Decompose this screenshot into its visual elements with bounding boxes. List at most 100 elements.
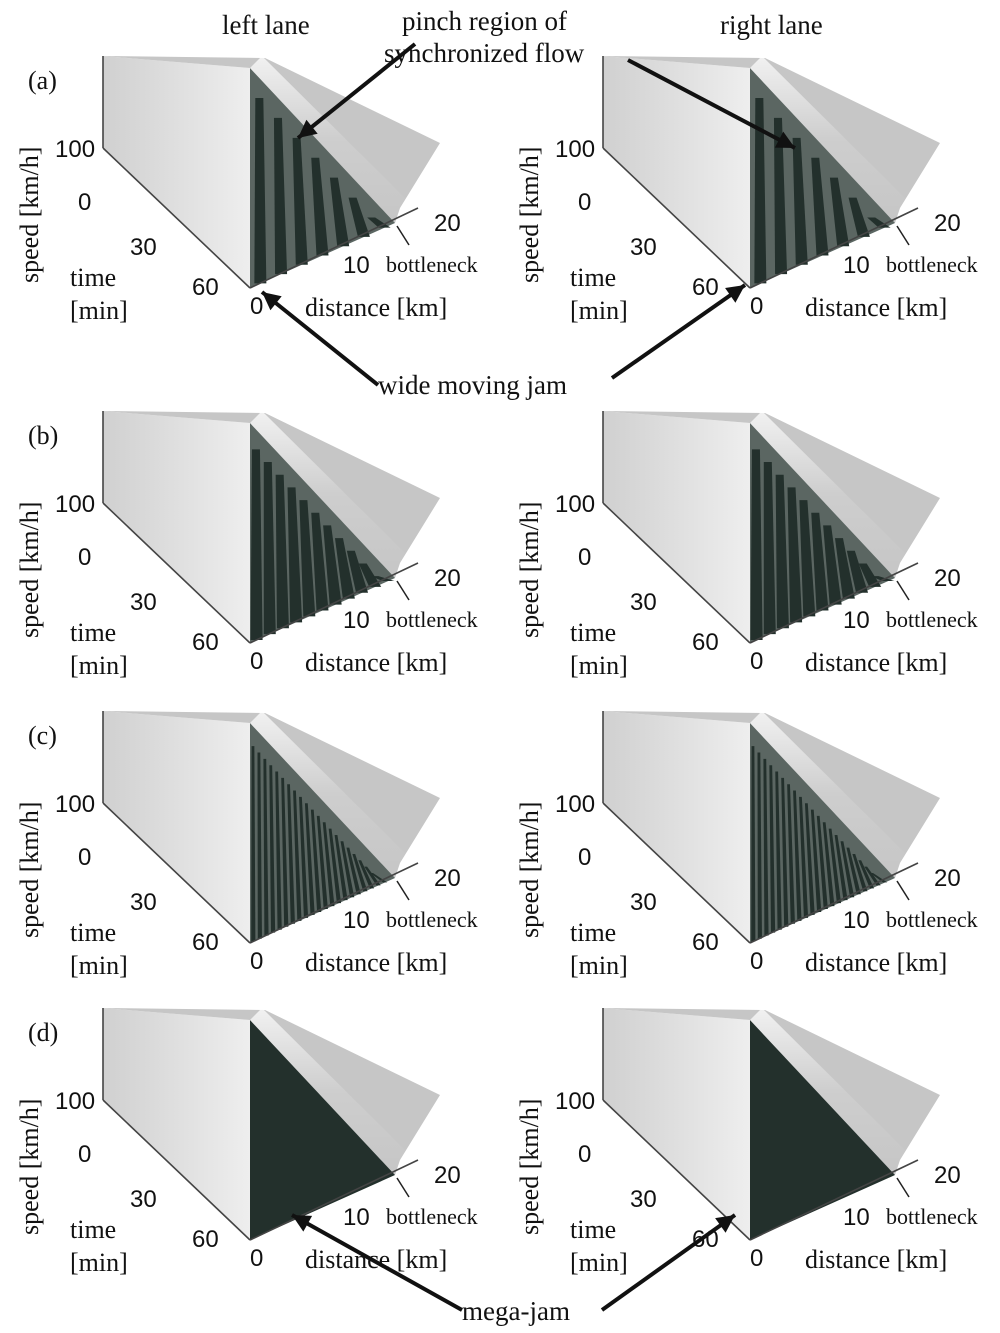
jam-stripe: [263, 758, 269, 936]
jam-stripe: [367, 217, 391, 228]
bottleneck-label: bottleneck: [886, 252, 978, 277]
surface-plot-2-left: [102, 411, 440, 644]
jam-stripe: [792, 137, 808, 265]
jam-stripe: [358, 860, 375, 889]
jam-stripe: [769, 765, 776, 933]
time-tick-0: 0: [578, 544, 592, 571]
distance-axis: [249, 862, 419, 944]
bottleneck-arrow: [896, 225, 910, 246]
jam-stripe: [287, 784, 295, 924]
jam-stripe: [846, 847, 861, 895]
distance-axis: [749, 1159, 919, 1241]
ridge-shading: [250, 411, 405, 578]
ridge-shading: [250, 56, 405, 223]
jam-stripe: [292, 137, 308, 265]
jam-stripe: [370, 576, 395, 581]
time-axis: [602, 502, 751, 644]
surface-wall: [103, 1008, 250, 1240]
time-tick-30: 30: [130, 1186, 157, 1213]
jam-stripe: [281, 777, 289, 927]
distance-tick-10: 10: [343, 907, 370, 934]
jam-stripe: [810, 809, 822, 912]
mega-jam-arrow-right: [600, 1213, 737, 1312]
time-unit-label: [min]: [70, 1248, 128, 1277]
pinch-annotation-line2: synchronized flow: [384, 38, 585, 68]
surface-plot-1-right: [602, 56, 940, 289]
jam-stripe: [852, 853, 868, 892]
jam-stripe: [293, 790, 302, 921]
time-unit-label: [min]: [70, 296, 128, 325]
time-label: time: [70, 618, 117, 647]
distance-tick-20: 20: [934, 210, 961, 237]
distance-tick-20: 20: [434, 210, 461, 237]
jam-stripe: [250, 449, 263, 641]
jam-stripe: [310, 809, 322, 912]
distance-tick-0: 0: [750, 948, 764, 975]
speed-tick-100: 100: [55, 791, 96, 818]
jam-stripe: [316, 815, 328, 910]
time-unit-label: [min]: [70, 951, 128, 980]
panel-letter: (c): [28, 721, 57, 750]
speed-label: speed [km/h]: [515, 501, 544, 638]
pinch-arrow-left: [296, 42, 417, 140]
jam-stripe: [251, 746, 256, 942]
time-tick-0: 0: [578, 1141, 592, 1168]
time-axis: [102, 802, 251, 944]
time-tick-60: 60: [192, 929, 219, 956]
jam-stripe: [840, 841, 855, 898]
jam-stripe: [334, 538, 355, 599]
surface-wall: [603, 1008, 750, 1240]
distance-tick-0: 0: [250, 1245, 264, 1272]
jam-stripe: [829, 177, 850, 247]
time-label: time: [570, 618, 617, 647]
jam-stripe: [846, 550, 869, 593]
distance-tick-20: 20: [934, 1162, 961, 1189]
time-tick-0: 0: [578, 844, 592, 871]
distance-tick-0: 0: [250, 948, 264, 975]
panel-letter: (a): [28, 66, 57, 95]
distance-tick-0: 0: [750, 1245, 764, 1272]
speed-label: speed [km/h]: [515, 801, 544, 938]
jam-stripe: [287, 487, 303, 623]
distance-tick-10: 10: [343, 252, 370, 279]
surface-wall: [103, 711, 250, 943]
speed-tick-100: 100: [555, 491, 596, 518]
distance-tick-10: 10: [343, 607, 370, 634]
surface-wall: [603, 56, 750, 288]
time-tick-0: 0: [78, 844, 92, 871]
mega-jam-arrow-right-head: [715, 1215, 735, 1233]
distance-label: distance [km]: [805, 1245, 948, 1274]
surface-wall: [103, 411, 250, 643]
panel-letter: (b): [28, 421, 59, 450]
panel-letter: (d): [28, 1018, 59, 1047]
pinch-arrow-right-head: [774, 131, 795, 148]
bottleneck-label: bottleneck: [886, 1204, 978, 1229]
distance-axis: [249, 207, 419, 289]
wide-jam-annotation: wide moving jam: [378, 370, 567, 400]
wide-jam-arrow-left-head: [262, 292, 282, 311]
time-unit-label: [min]: [570, 1248, 628, 1277]
time-tick-60: 60: [692, 274, 719, 301]
distance-label: distance [km]: [805, 948, 948, 977]
jam-stripe: [757, 752, 762, 939]
jam-stripe: [275, 474, 289, 629]
time-unit-label: [min]: [70, 651, 128, 680]
wide-jam-arrow-right-head: [725, 285, 745, 303]
time-tick-60: 60: [192, 629, 219, 656]
mega-jam-arrow-left: [291, 1213, 463, 1312]
pinch-arrow-right: [627, 58, 796, 150]
bottleneck-label: bottleneck: [386, 907, 478, 932]
jam-stripe: [822, 822, 835, 907]
jam-stripe: [269, 765, 276, 933]
jam-stripe: [346, 550, 369, 593]
speed-label: speed [km/h]: [515, 146, 544, 283]
jam-stripe: [834, 834, 848, 901]
jam-stripe: [340, 841, 355, 898]
congested-region: [250, 1020, 395, 1240]
time-axis: [602, 802, 751, 944]
jam-stripe: [254, 97, 267, 284]
distance-tick-10: 10: [843, 1204, 870, 1231]
jam-stripe: [311, 512, 329, 611]
distance-axis: [749, 207, 919, 289]
